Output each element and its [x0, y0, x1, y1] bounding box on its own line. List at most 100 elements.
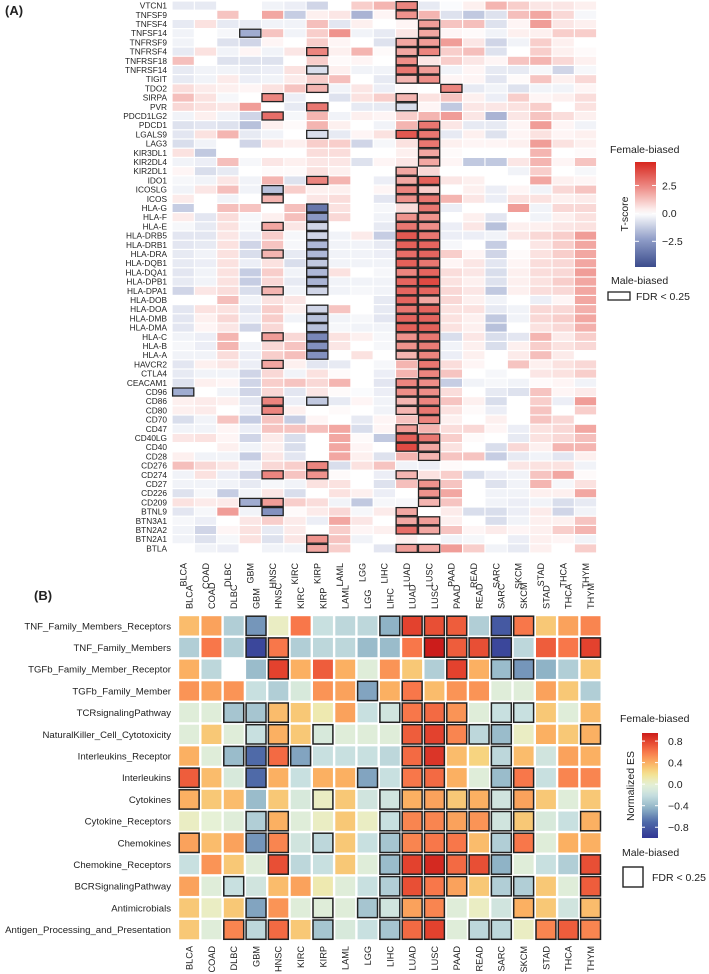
fdr-box [245, 702, 267, 724]
heatmap-cell [530, 378, 552, 387]
heatmap-cell [373, 378, 395, 387]
fdr-box [468, 854, 490, 875]
heatmap-cell [351, 66, 373, 74]
fdr-box [417, 203, 441, 213]
row-label: HLA-A [143, 350, 168, 360]
heatmap-cell [424, 920, 445, 940]
heatmap-cell [424, 659, 445, 679]
fdr-box [306, 267, 329, 278]
heatmap-cell [239, 259, 261, 268]
row-label: KIR3DL1 [133, 148, 167, 158]
heatmap-cell [469, 811, 489, 831]
heatmap-cell [463, 29, 485, 38]
column-label-bottom: GBM [251, 946, 261, 967]
column-label: LGG [357, 563, 367, 582]
heatmap-cell [194, 388, 217, 396]
column-label-bottom: LGG [363, 946, 373, 965]
heatmap-cell [335, 681, 356, 701]
heatmap-cell [507, 130, 530, 139]
fdr-box [395, 286, 418, 296]
heatmap-cell [262, 222, 284, 231]
heatmap-cell [402, 811, 423, 831]
fdr-box [306, 230, 329, 241]
fdr-box [423, 810, 446, 832]
heatmap-cell [351, 194, 373, 203]
heatmap-cell [194, 102, 217, 111]
heatmap-cell [530, 102, 552, 111]
heatmap-cell [313, 833, 333, 853]
heatmap-cell [239, 314, 261, 323]
heatmap-cell [329, 231, 351, 240]
heatmap-cell [335, 637, 356, 658]
fdr-box [423, 615, 446, 637]
heatmap-cell [530, 406, 552, 415]
fdr-box [417, 378, 441, 388]
heatmap-cell [223, 681, 244, 701]
heatmap-cell [306, 461, 328, 470]
heatmap-cell [418, 194, 440, 203]
heatmap-cell [424, 746, 445, 766]
heatmap-cell [290, 920, 311, 940]
heatmap-cell [530, 544, 552, 553]
fdr-box [417, 286, 441, 296]
fdr-box [468, 723, 490, 745]
heatmap-cell [485, 204, 507, 212]
row-label: TNFSF14 [131, 28, 167, 38]
row-label: TNFSF9 [136, 10, 168, 20]
heatmap-cell [284, 84, 306, 93]
heatmap-cell [373, 56, 395, 65]
heatmap-cell [284, 397, 306, 406]
heatmap-cell [351, 47, 373, 56]
heatmap-cell [530, 461, 552, 470]
fdr-box [423, 767, 446, 789]
heatmap-cell [491, 854, 512, 875]
heatmap-cell [373, 388, 395, 396]
fdr-box [423, 897, 446, 919]
heatmap-cell [194, 222, 217, 231]
heatmap-cell [329, 277, 351, 286]
fdr-box [395, 470, 418, 480]
heatmap-cell [351, 342, 373, 350]
heatmap-cell [530, 38, 552, 47]
heatmap-cell [172, 535, 194, 544]
fdr-box [312, 919, 334, 941]
heatmap-cell [440, 121, 462, 130]
heatmap-cell [530, 369, 552, 378]
heatmap-cell [530, 250, 552, 258]
heatmap-cell [268, 898, 289, 918]
heatmap-cell [268, 724, 289, 744]
heatmap-cell [574, 56, 597, 65]
fdr-box [223, 919, 245, 941]
heatmap-cell [513, 724, 534, 744]
heatmap-cell [491, 768, 512, 788]
heatmap-cell [217, 516, 239, 525]
heatmap-cell [463, 296, 485, 304]
heatmap-cell [446, 789, 467, 810]
heatmap-cell [290, 898, 311, 918]
heatmap-cell [507, 489, 530, 498]
heatmap-cell [217, 20, 239, 28]
fdr-box [306, 221, 329, 232]
heatmap-cell [172, 93, 194, 102]
heatmap-cell [396, 66, 418, 74]
heatmap-cell [440, 332, 462, 341]
heatmap-cell [485, 323, 507, 332]
heatmap-cell [306, 388, 328, 396]
heatmap-cell [351, 516, 373, 525]
heatmap-cell [306, 112, 328, 120]
row-label: CD70 [146, 415, 168, 425]
heatmap-cell [552, 470, 574, 479]
heatmap-cell [396, 29, 418, 38]
heatmap-cell [574, 93, 597, 102]
heatmap-cell [351, 213, 373, 222]
heatmap-cell [463, 93, 485, 102]
heatmap-cell [396, 461, 418, 470]
row-label: TNF_Family_Members [73, 643, 171, 654]
heatmap-cell [530, 296, 552, 304]
heatmap-cell [172, 84, 194, 93]
heatmap-cell [262, 213, 284, 222]
heatmap-cell [262, 480, 284, 488]
heatmap-cell [329, 121, 351, 130]
fdr-box [178, 832, 200, 854]
heatmap-cell [485, 102, 507, 111]
